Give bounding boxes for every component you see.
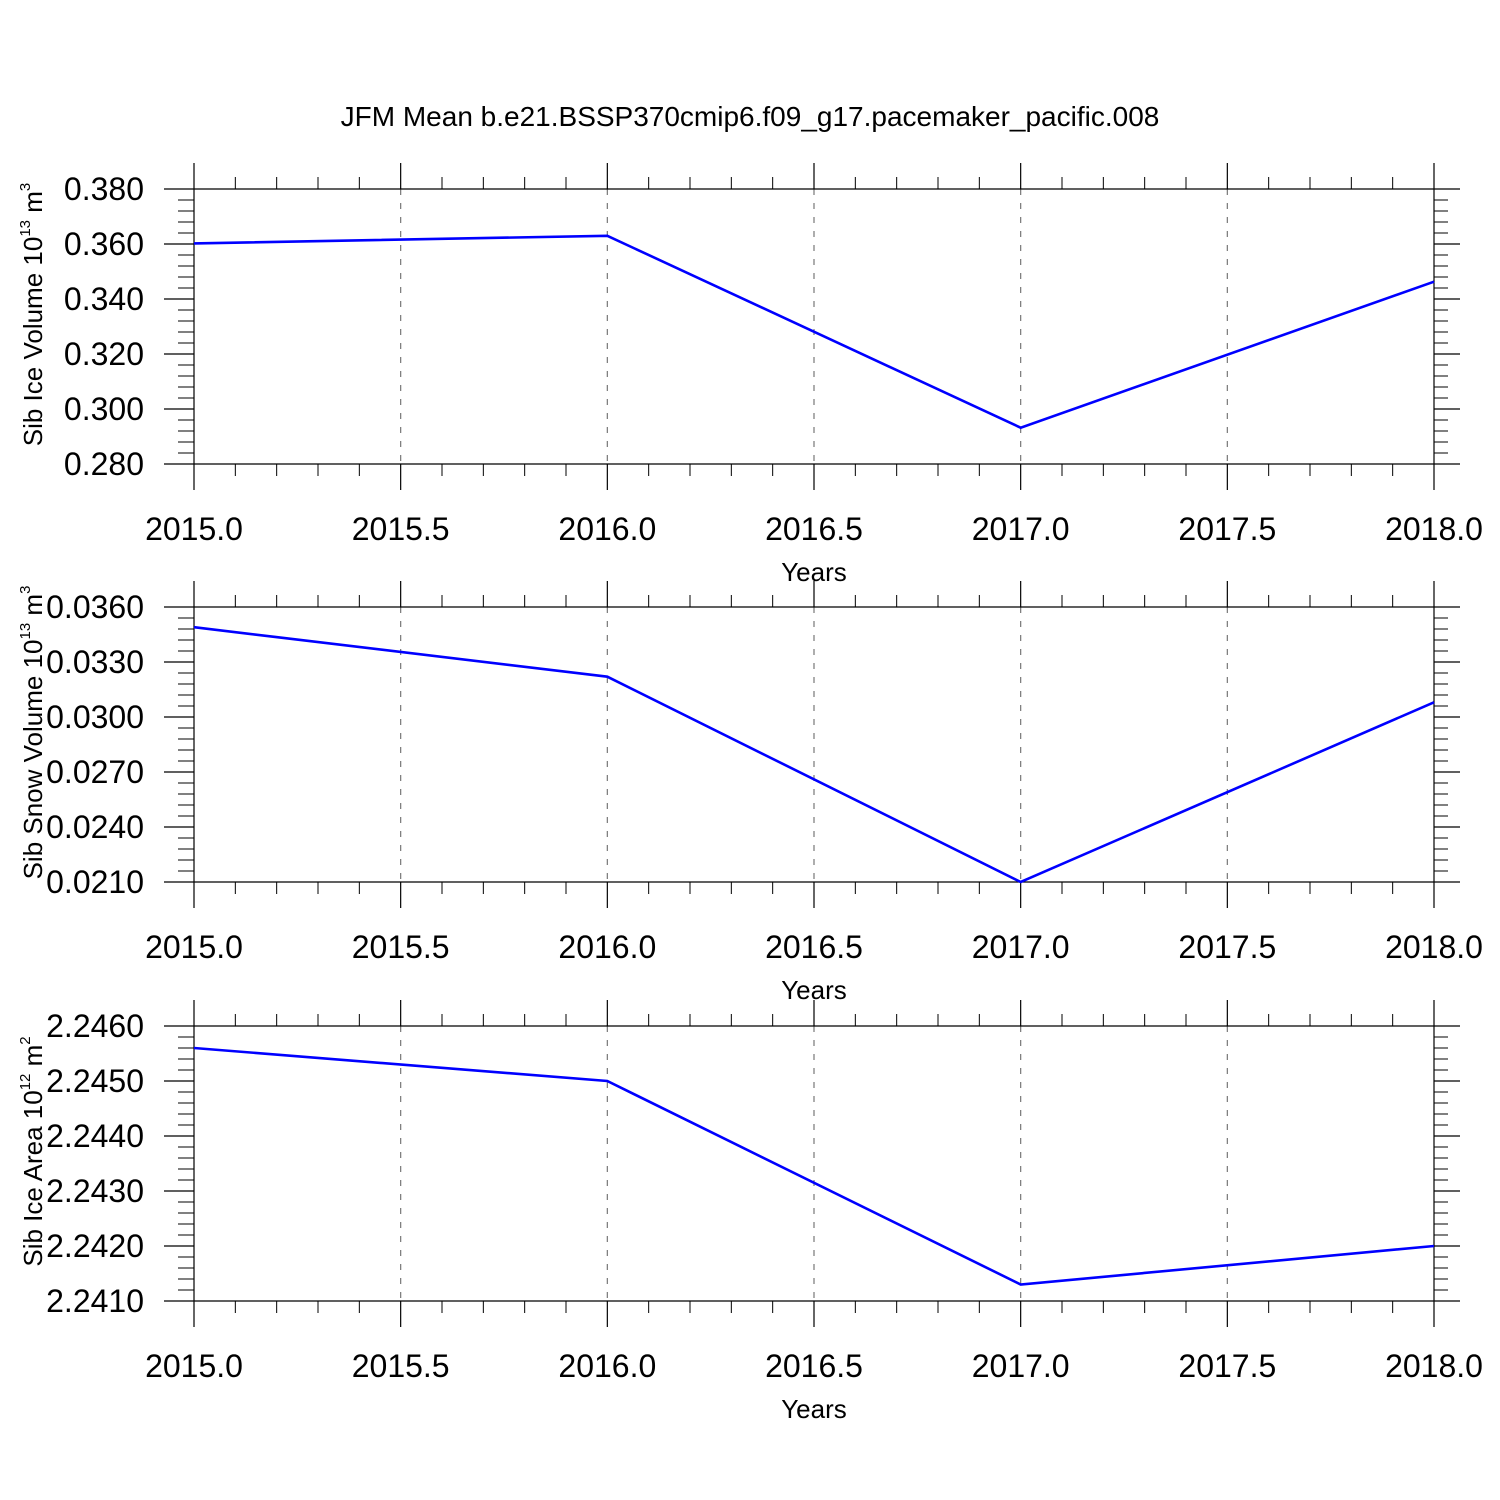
x-tick-label: 2018.0 <box>1385 1348 1483 1384</box>
y-axis-title-text: Sib Snow Volume 10 <box>18 639 48 879</box>
y-tick-label: 0.0240 <box>46 809 144 845</box>
y-axis-title-exponent: 13 <box>17 220 34 237</box>
y-axis-title-exponent: 13 <box>17 623 34 640</box>
y-axis-title-unit: m <box>18 594 48 623</box>
chart-panel-2: 0.0210 0.0240 0.0270 0.0300 0.0330 0.0360 2015… <box>17 581 1483 1005</box>
y-tick-label: 0.300 <box>64 391 144 427</box>
x-tick-label: 2015.5 <box>352 511 450 547</box>
chart-panel-1: 0.280 0.300 0.320 0.340 0.360 0.380 2015.0 2015… <box>17 163 1483 587</box>
y-axis-title-exponent: 12 <box>17 1074 34 1091</box>
x-tick-label: 2017.0 <box>972 929 1070 965</box>
y-tick-label: 2.2410 <box>46 1283 144 1319</box>
y-tick-label: 2.2460 <box>46 1008 144 1044</box>
x-tick-label: 2016.0 <box>558 1348 656 1384</box>
x-tick-label: 2016.0 <box>558 929 656 965</box>
y-axis-title-unit-exponent: 3 <box>17 183 34 191</box>
y-tick-label: 0.0300 <box>46 699 144 735</box>
x-tick-label: 2015.0 <box>145 1348 243 1384</box>
y-axis-title: Sib Ice Volume 1013 m3 <box>17 183 48 447</box>
y-tick-label: 2.2420 <box>46 1228 144 1264</box>
y-tick-label: 0.0360 <box>46 589 144 625</box>
x-tick-label: 2016.5 <box>765 929 863 965</box>
y-tick-label: 2.2450 <box>46 1063 144 1099</box>
y-axis-title-unit-exponent: 3 <box>17 586 34 594</box>
x-tick-label: 2018.0 <box>1385 929 1483 965</box>
y-tick-label: 0.0330 <box>46 644 144 680</box>
y-tick-label: 2.2430 <box>46 1173 144 1209</box>
x-tick-label: 2017.5 <box>1178 929 1276 965</box>
x-tick-label: 2015.5 <box>352 929 450 965</box>
x-tick-label: 2015.5 <box>352 1348 450 1384</box>
x-tick-label: 2018.0 <box>1385 511 1483 547</box>
panels: 0.280 0.300 0.320 0.340 0.360 0.380 2015.0 2015… <box>17 163 1483 1424</box>
y-tick-label: 0.340 <box>64 281 144 317</box>
y-tick-label: 0.0270 <box>46 754 144 790</box>
x-tick-label: 2017.0 <box>972 511 1070 547</box>
chart-panel-3: 2.2410 2.2420 2.2430 2.2440 2.2450 2.2460 2015… <box>17 1000 1483 1424</box>
x-tick-label: 2017.5 <box>1178 511 1276 547</box>
x-tick-label: 2017.0 <box>972 1348 1070 1384</box>
x-tick-label: 2016.0 <box>558 511 656 547</box>
y-axis-title-text: Sib Ice Area 10 <box>18 1090 48 1266</box>
y-tick-label: 0.280 <box>64 446 144 482</box>
series-line <box>193 234 1435 430</box>
x-axis-title: Years <box>781 1394 847 1424</box>
y-axis-title-text: Sib Ice Volume 10 <box>18 237 48 447</box>
x-tick-label: 2015.0 <box>145 929 243 965</box>
y-tick-label: 0.360 <box>64 226 144 262</box>
y-tick-label: 0.0210 <box>46 864 144 900</box>
series-line <box>193 1046 1435 1286</box>
y-tick-label: 2.2440 <box>46 1118 144 1154</box>
y-axis-title: Sib Snow Volume 1013 m3 <box>17 586 48 880</box>
y-axis-title-unit: m <box>18 1045 48 1074</box>
series-line <box>193 625 1435 884</box>
y-axis-title-unit: m <box>18 191 48 220</box>
x-tick-label: 2016.5 <box>765 1348 863 1384</box>
y-axis-title: Sib Ice Area 1012 m2 <box>17 1036 48 1266</box>
y-tick-label: 0.320 <box>64 336 144 372</box>
y-tick-label: 0.380 <box>64 171 144 207</box>
y-axis-title-unit-exponent: 2 <box>17 1036 34 1044</box>
chart-title: JFM Mean b.e21.BSSP370cmip6.f09_g17.pace… <box>341 101 1160 132</box>
x-tick-label: 2015.0 <box>145 511 243 547</box>
x-tick-label: 2017.5 <box>1178 1348 1276 1384</box>
x-tick-label: 2016.5 <box>765 511 863 547</box>
